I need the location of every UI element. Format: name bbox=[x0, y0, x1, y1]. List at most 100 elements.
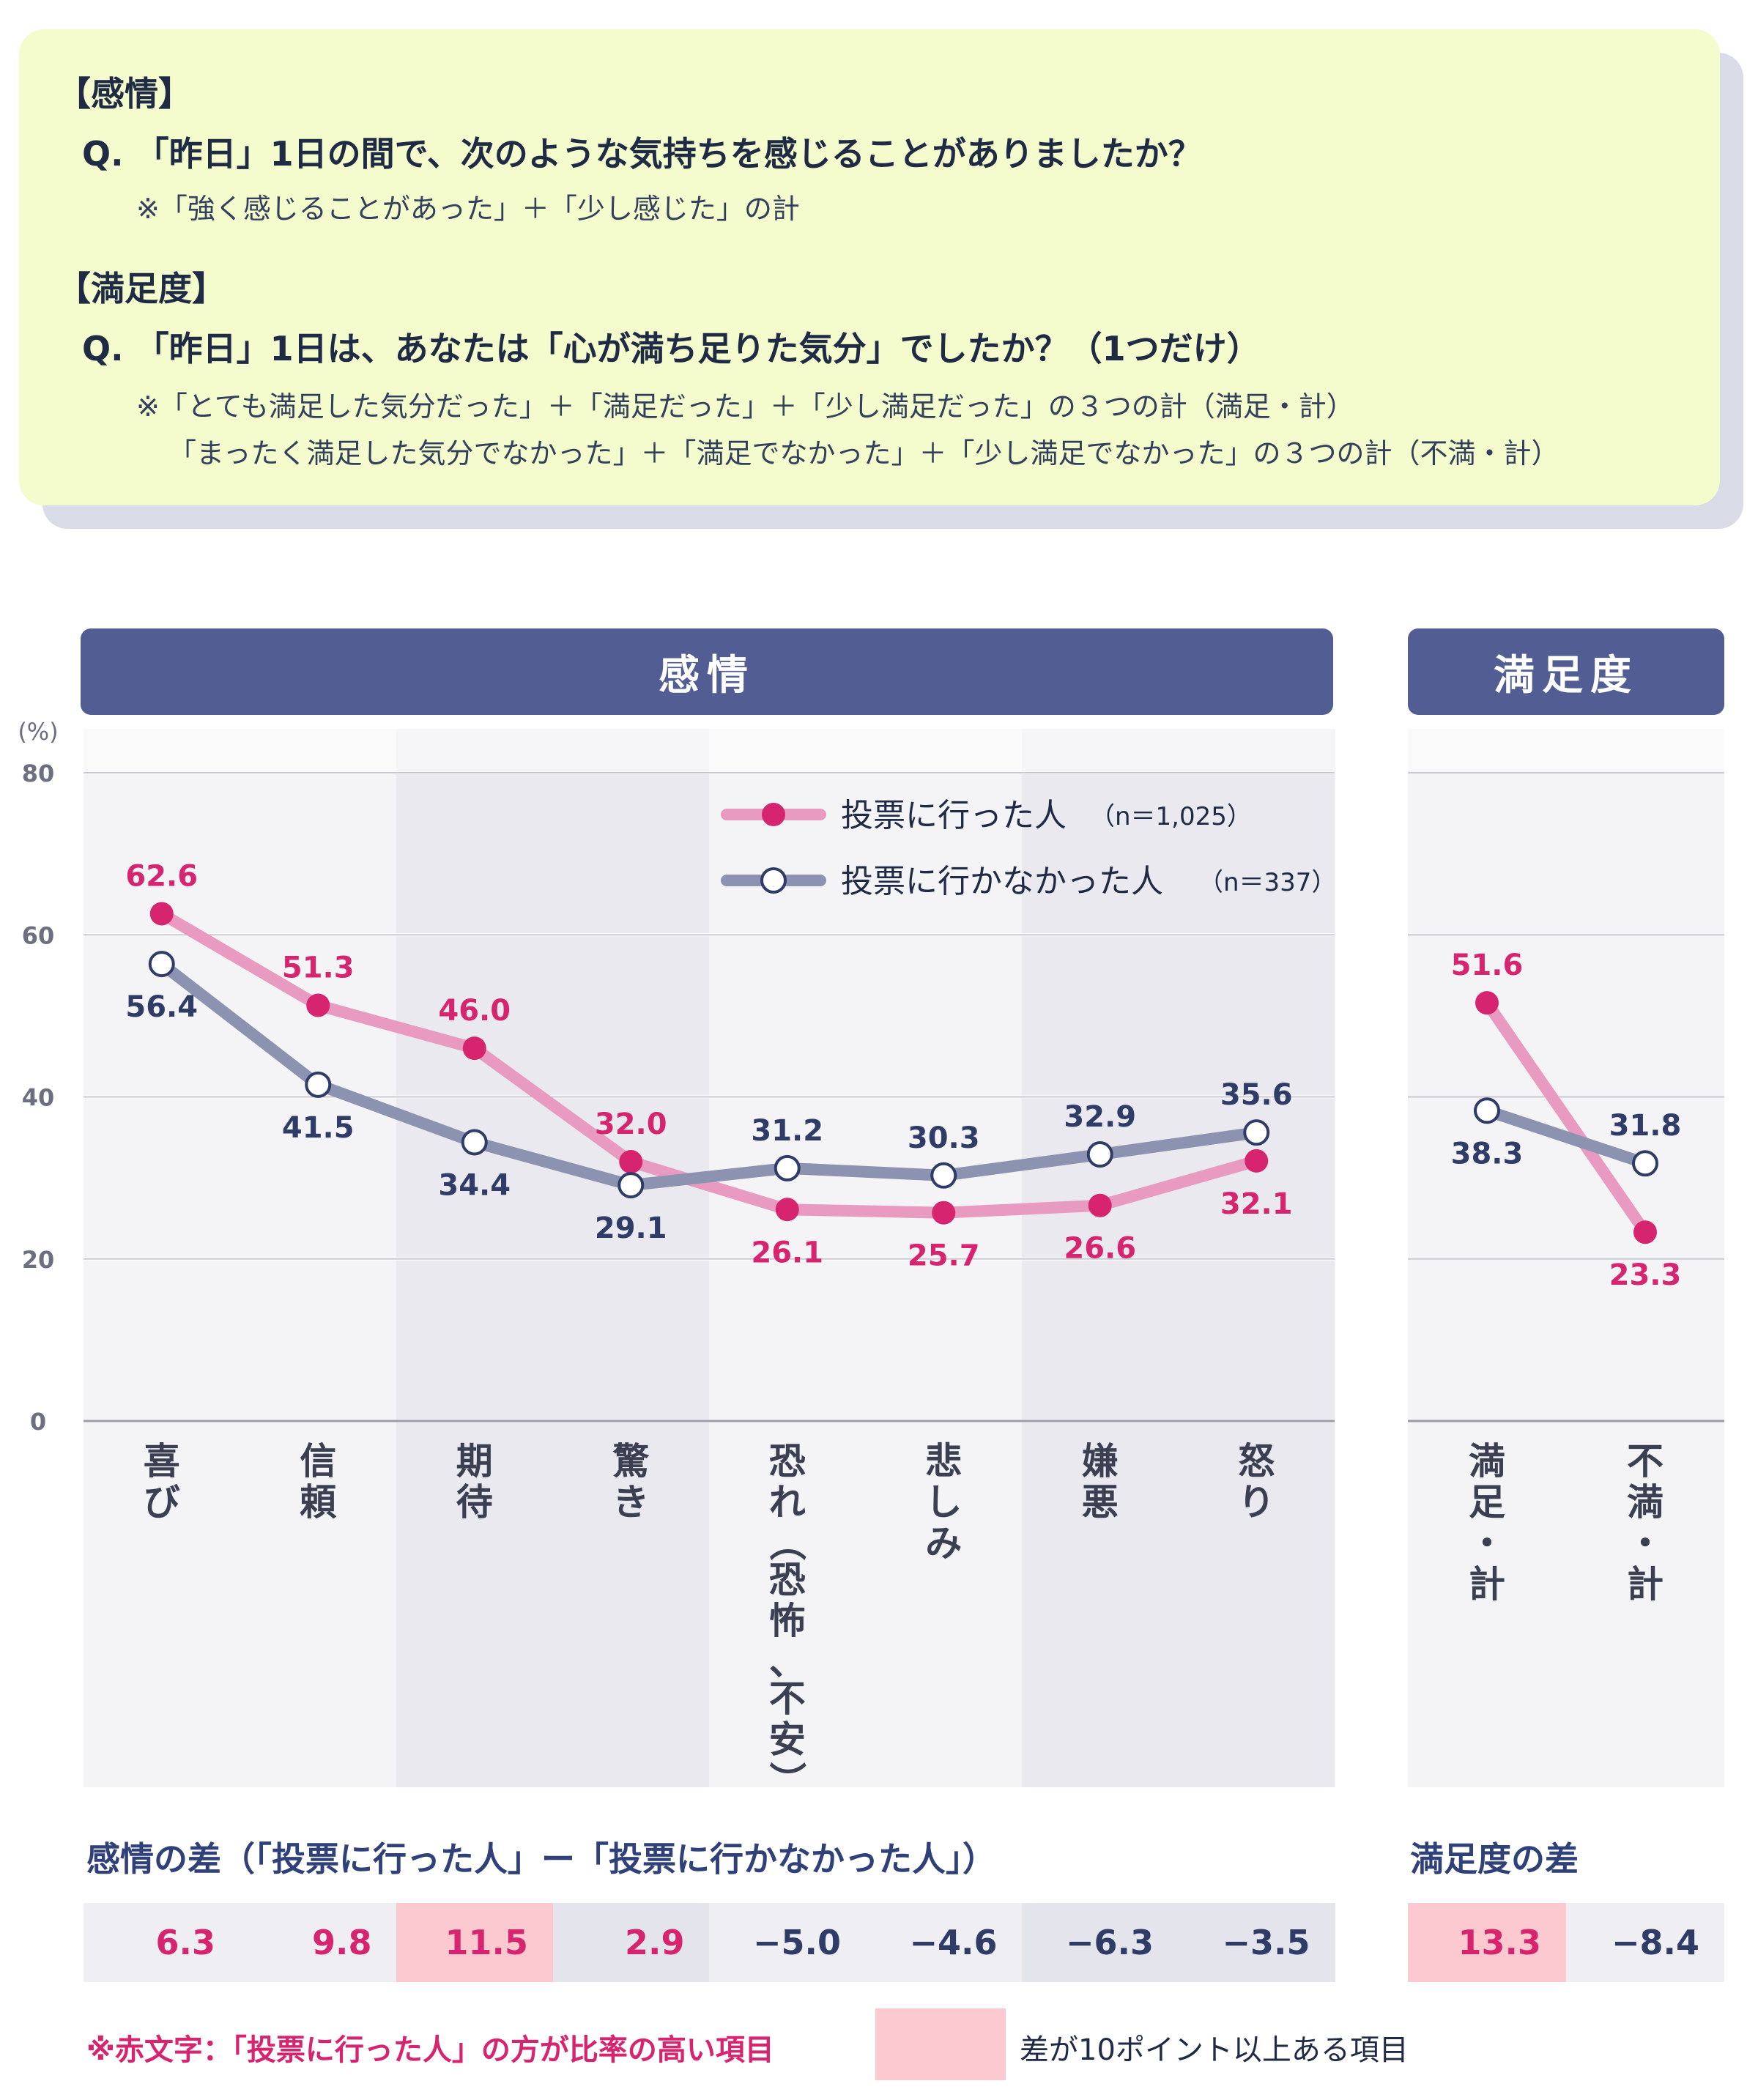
voted-point bbox=[775, 1198, 799, 1222]
not-voted-value-label: 32.9 bbox=[1064, 1100, 1136, 1134]
not-voted-value-label: 29.1 bbox=[595, 1212, 667, 1245]
emotion-diff-cell: −5.0 bbox=[709, 1903, 866, 1982]
not-voted-series-line bbox=[155, 958, 1263, 1192]
category-label-char: （ bbox=[765, 1524, 808, 1561]
legend-not-voted-label: 投票に行かなかった人 bbox=[841, 863, 1163, 900]
category-label-char: 安 bbox=[769, 1718, 806, 1761]
emotion-heading: 【感情】 bbox=[57, 74, 192, 114]
y-tick-label: 40 bbox=[22, 1084, 55, 1112]
not-voted-series-line bbox=[1481, 1105, 1651, 1170]
category-label-char: 悲 bbox=[925, 1440, 962, 1483]
category-label-char: 待 bbox=[456, 1481, 493, 1524]
satisfaction-note-2: 「まったく満足した気分でなかった」＋「満足でなかった」＋「少し満足でなかった」の… bbox=[168, 437, 1559, 470]
satisfaction-panel bbox=[1408, 729, 1724, 1787]
voted-value-label: 46.0 bbox=[438, 994, 511, 1028]
not-voted-value-label: 41.5 bbox=[282, 1111, 355, 1145]
category-label-char: 驚 bbox=[612, 1440, 650, 1483]
category-label-char: 頼 bbox=[300, 1481, 337, 1524]
y-tick-label: 0 bbox=[30, 1408, 46, 1436]
voted-value-label: 62.6 bbox=[125, 859, 198, 893]
voted-value-label: 51.6 bbox=[1451, 949, 1524, 982]
category-label-char: 嫌 bbox=[1082, 1440, 1119, 1483]
category-label-char: り bbox=[1238, 1481, 1275, 1524]
voted-value-label: 32.1 bbox=[1220, 1187, 1293, 1221]
emotion-diff-cell: −4.6 bbox=[865, 1903, 1023, 1982]
satisfaction-diff-cell: 13.3 bbox=[1408, 1903, 1566, 1982]
highlight-legend: 差が10ポイント以上ある項目 bbox=[1020, 2033, 1409, 2067]
emotion-diff-cell: 11.5 bbox=[396, 1903, 553, 1982]
category-label-char: ・ bbox=[1627, 1522, 1664, 1565]
not-voted-value-label: 30.3 bbox=[908, 1121, 980, 1155]
not-voted-value-label: 35.6 bbox=[1220, 1078, 1293, 1112]
not-voted-point bbox=[774, 1154, 801, 1181]
emotion-diff-cell: 9.8 bbox=[240, 1903, 397, 1982]
satisfaction-heading: 【満足度】 bbox=[57, 269, 226, 308]
category-label-char: 満 bbox=[1469, 1440, 1505, 1483]
emotion-diff-cell: −6.3 bbox=[1022, 1903, 1179, 1982]
satisfaction-question: Q. 「昨日」1日は、あなたは「心が満ち足りた気分」でしたか？（1つだけ） bbox=[82, 329, 1261, 368]
category-label-char: び bbox=[144, 1481, 180, 1524]
category-label-char: 怖 bbox=[769, 1600, 806, 1642]
category-label-char: 、 bbox=[769, 1641, 806, 1683]
not-voted-point bbox=[1243, 1119, 1270, 1146]
category-label-char: 期 bbox=[456, 1440, 493, 1483]
category-label-char: 恐 bbox=[769, 1559, 806, 1601]
not-voted-point bbox=[1474, 1097, 1500, 1124]
category-label-char: ・ bbox=[1469, 1522, 1505, 1565]
emotion-diff-cell: 2.9 bbox=[552, 1903, 710, 1982]
category-label-char: き bbox=[612, 1481, 649, 1524]
not-voted-value-label: 38.3 bbox=[1451, 1137, 1524, 1170]
emotion-header: 感情 bbox=[81, 628, 1333, 715]
category-label-char: 恐 bbox=[769, 1440, 806, 1483]
satisfaction-note-1: ※「とても満足した気分だった」＋「満足だった」＋「少し満足だった」の３つの計（満… bbox=[136, 390, 1354, 423]
voted-point bbox=[149, 902, 174, 926]
category-label-char: 喜 bbox=[144, 1440, 180, 1483]
voted-value-label: 26.6 bbox=[1064, 1232, 1136, 1266]
emotion-diff-cell: −3.5 bbox=[1178, 1903, 1335, 1982]
category-label-char: 計 bbox=[1469, 1563, 1505, 1606]
category-label-char: 怒 bbox=[1238, 1440, 1275, 1483]
not-voted-point bbox=[148, 951, 175, 978]
category-label-char: 足 bbox=[1469, 1481, 1505, 1524]
top-fade bbox=[1408, 716, 1724, 771]
voted-point bbox=[306, 993, 330, 1017]
category-label-char: ） bbox=[765, 1762, 808, 1798]
category-label-char: 満 bbox=[1627, 1481, 1664, 1524]
category-label-char: 計 bbox=[1627, 1563, 1664, 1606]
not-voted-value-label: 34.4 bbox=[438, 1168, 511, 1202]
voted-value-label: 51.3 bbox=[282, 951, 355, 984]
voted-point bbox=[1245, 1149, 1269, 1173]
voted-point bbox=[1633, 1220, 1657, 1244]
voted-point bbox=[1475, 991, 1499, 1015]
voted-point bbox=[932, 1201, 956, 1225]
not-voted-point bbox=[1632, 1150, 1658, 1177]
category-label-char: れ bbox=[769, 1481, 806, 1524]
not-voted-value-label: 56.4 bbox=[125, 990, 198, 1024]
voted-value-label: 26.1 bbox=[751, 1236, 823, 1269]
category-label-char: し bbox=[925, 1481, 962, 1524]
not-voted-point bbox=[461, 1129, 488, 1156]
legend-not-voted-n: （n＝337） bbox=[1198, 868, 1336, 897]
satisfaction-diff-cell: −8.4 bbox=[1566, 1903, 1724, 1982]
y-tick-label: 20 bbox=[22, 1246, 55, 1274]
category-label-char: 不 bbox=[1627, 1440, 1664, 1483]
voted-series-line bbox=[1481, 997, 1651, 1239]
category-label-char: 不 bbox=[769, 1677, 806, 1720]
legend-voted-n: （n＝1,025） bbox=[1090, 802, 1252, 831]
emotion-diff-title: 感情の差（「投票に行った人」ー「投票に行かなかった人」） bbox=[86, 1839, 996, 1879]
not-voted-value-label: 31.8 bbox=[1609, 1109, 1682, 1143]
voted-value-label: 23.3 bbox=[1609, 1258, 1682, 1292]
not-voted-point bbox=[1086, 1141, 1113, 1168]
y-tick-label: 60 bbox=[22, 921, 55, 949]
voted-series-line bbox=[155, 908, 1263, 1219]
legend-voted-label: 投票に行った人 bbox=[841, 797, 1067, 834]
legend-not-voted-marker bbox=[760, 867, 787, 894]
voted-point bbox=[1088, 1193, 1112, 1217]
voted-point bbox=[619, 1150, 643, 1173]
not-voted-point bbox=[930, 1162, 957, 1189]
top-fade bbox=[84, 716, 1335, 771]
emotion-diff-cell: 6.3 bbox=[84, 1903, 240, 1982]
emotion-satisfaction-chart: 020406080(%)喜び信頼期待驚き恐れ（恐怖、不安）悲しみ嫌悪怒り満足・計… bbox=[18, 716, 1724, 1798]
not-voted-point bbox=[305, 1071, 332, 1098]
y-tick-label: 80 bbox=[22, 760, 55, 787]
